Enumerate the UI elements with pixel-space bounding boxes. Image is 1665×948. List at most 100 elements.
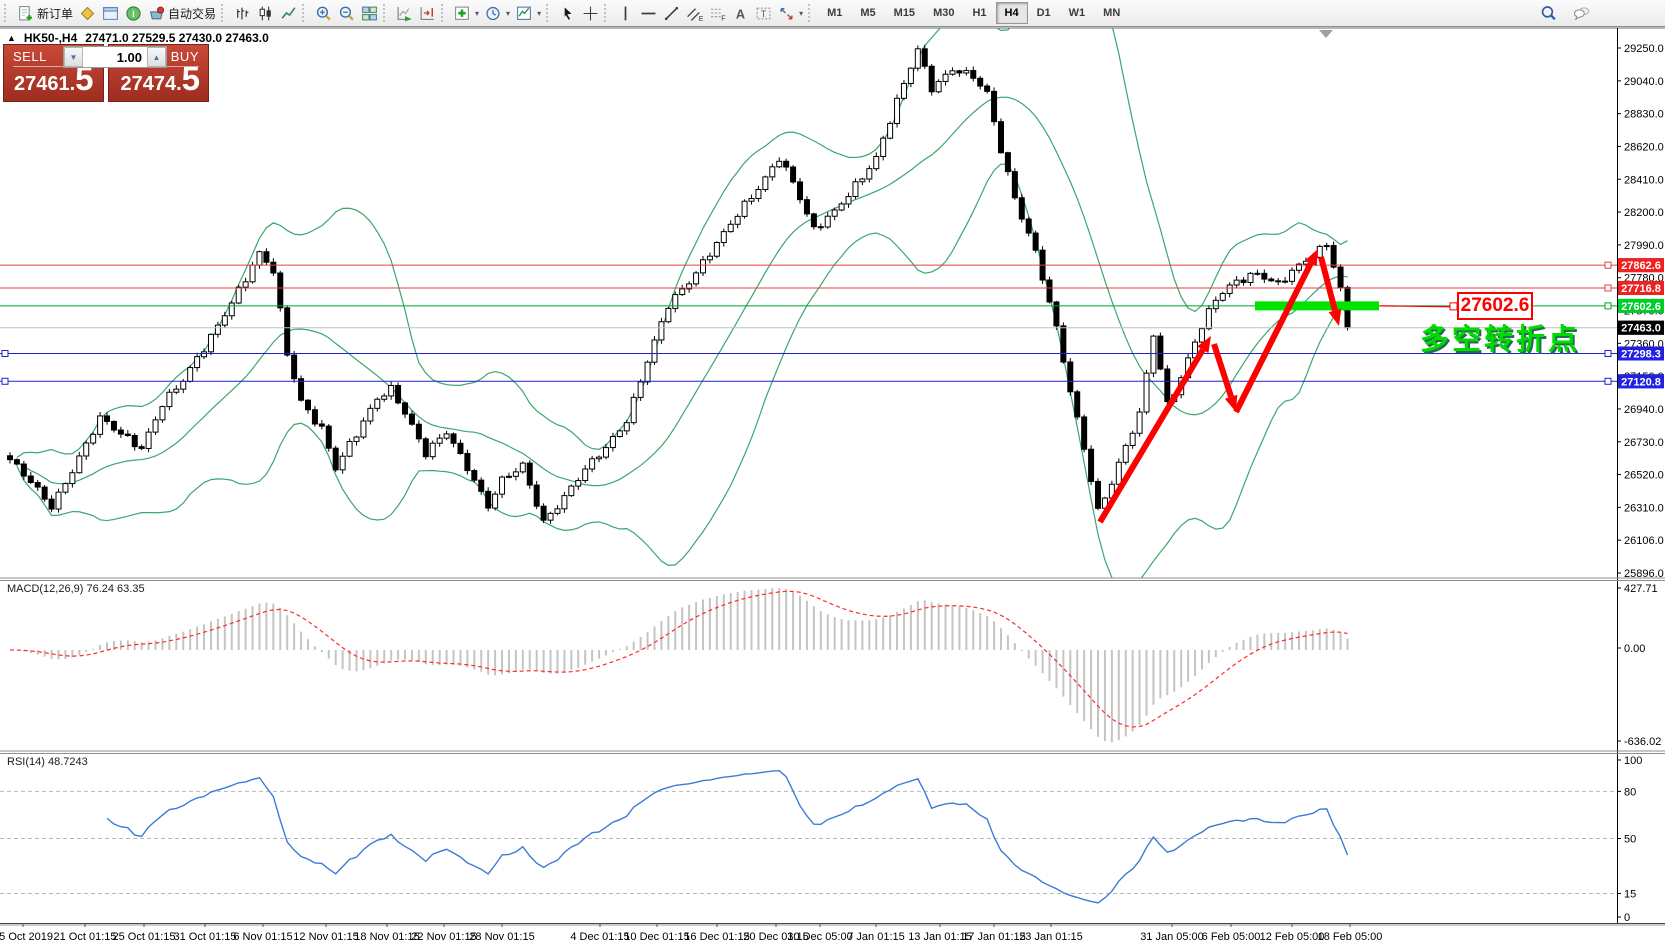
price-axis-tick-label: 28410.0 bbox=[1624, 174, 1664, 186]
cursor-icon bbox=[564, 5, 574, 21]
timeframe-d1-button[interactable]: D1 bbox=[1036, 7, 1051, 19]
toolbar-group-handle[interactable] bbox=[604, 4, 610, 22]
toolbar-group-handle[interactable] bbox=[302, 4, 308, 22]
tile-windows-button[interactable] bbox=[358, 0, 381, 26]
time-axis-label: 12 Feb 05:00 bbox=[1260, 931, 1325, 943]
chart-shift-marker-icon[interactable] bbox=[1319, 30, 1333, 38]
panel-splitter[interactable] bbox=[0, 750, 1665, 754]
price-axis-tick-label: 28830.0 bbox=[1624, 109, 1664, 121]
ohlc-values: 27471.0 27529.5 27430.0 27463.0 bbox=[85, 31, 269, 45]
time-axis-label: 31 Jan 05:00 bbox=[1140, 931, 1204, 943]
highlight-rectangle[interactable] bbox=[1255, 301, 1379, 311]
text-icon: A bbox=[736, 6, 745, 21]
chinese-annotation-text[interactable]: 多空转折点 bbox=[1420, 324, 1581, 356]
timeframe-w1-button[interactable]: W1 bbox=[1068, 7, 1086, 19]
terminal-icon bbox=[150, 6, 165, 19]
arrows-button[interactable]: ▾ bbox=[775, 0, 806, 26]
timeframe-m30-button[interactable]: M30 bbox=[933, 7, 955, 19]
chat-button[interactable] bbox=[1570, 0, 1593, 26]
auto-trading-button[interactable]: 自动交易 bbox=[145, 0, 219, 26]
svg-text:E: E bbox=[699, 15, 703, 21]
fibonacci-button[interactable]: F bbox=[706, 0, 729, 26]
rsi-line bbox=[106, 769, 1349, 904]
equidistant-channel-button[interactable]: E bbox=[683, 0, 706, 26]
new-order-button[interactable]: 新订单 bbox=[14, 0, 76, 26]
add-indicator-dropdown-arrow-icon[interactable]: ▾ bbox=[475, 8, 480, 18]
text-button[interactable]: A bbox=[729, 0, 752, 26]
trend-line-button[interactable] bbox=[660, 0, 683, 26]
sell-price-main: 27461. bbox=[14, 73, 76, 95]
svg-text:27298.3: 27298.3 bbox=[1621, 348, 1661, 360]
auto-scroll-button[interactable] bbox=[393, 0, 416, 26]
rsi-axis-label: 15 bbox=[1624, 888, 1636, 900]
svg-text:27602.6: 27602.6 bbox=[1621, 301, 1661, 313]
panel-splitter[interactable] bbox=[0, 577, 1665, 581]
volume-decrease-button[interactable]: ▼ bbox=[64, 47, 83, 67]
zoom-out-icon bbox=[339, 6, 354, 20]
periods-button[interactable]: ▾ bbox=[482, 0, 513, 26]
new-order-icon bbox=[19, 5, 32, 20]
macd-signal-line bbox=[9, 590, 1348, 728]
search-button[interactable] bbox=[1537, 0, 1560, 26]
text-label-button[interactable]: T bbox=[752, 0, 775, 26]
tile-windows-icon bbox=[362, 6, 377, 20]
market-watch-button[interactable] bbox=[76, 0, 99, 26]
cursor-button[interactable] bbox=[556, 0, 579, 26]
toolbar-group-handle[interactable] bbox=[546, 4, 552, 22]
toolbar-group-handle[interactable] bbox=[4, 4, 10, 22]
timeframe-m5-button[interactable]: M5 bbox=[860, 7, 876, 19]
volume-input[interactable] bbox=[83, 47, 147, 67]
data-window-button[interactable] bbox=[99, 0, 122, 26]
arrows-dropdown-arrow-icon[interactable]: ▾ bbox=[799, 8, 804, 18]
arrows-icon bbox=[780, 7, 793, 20]
toolbar-group-handle[interactable] bbox=[383, 4, 389, 22]
chart-shift-button[interactable] bbox=[416, 0, 439, 26]
timeframe-mn-button[interactable]: MN bbox=[1103, 7, 1121, 19]
price-axis-tick-label: 28200.0 bbox=[1624, 207, 1664, 219]
bars-chart-button[interactable] bbox=[231, 0, 254, 26]
rsi-axis-label: 100 bbox=[1624, 755, 1642, 767]
price-callout-label[interactable]: 27602.6 bbox=[1457, 292, 1533, 320]
trend-arrow-drawing[interactable] bbox=[1097, 249, 1342, 524]
auto-scroll-icon bbox=[397, 6, 412, 21]
templates-icon bbox=[517, 6, 531, 20]
timeframe-h1-button[interactable]: H1 bbox=[972, 7, 987, 19]
new-order-label: 新订单 bbox=[37, 6, 74, 21]
time-axis-label: 31 Oct 01:15 bbox=[174, 931, 237, 943]
templates-dropdown-arrow-icon[interactable]: ▾ bbox=[537, 8, 542, 18]
toolbar-group-handle[interactable] bbox=[221, 4, 227, 22]
svg-text:27716.8: 27716.8 bbox=[1621, 283, 1661, 295]
line-chart-button[interactable] bbox=[277, 0, 300, 26]
toolbar-group-handle[interactable] bbox=[808, 4, 814, 22]
toolbar: 新订单 i 自动交易 ▾ ▾ ▾ E F A T ▾ M1 M5 M15 M30 H1 H4 D1 W1 MN bbox=[0, 0, 1665, 27]
svg-text:27120.8: 27120.8 bbox=[1621, 376, 1661, 388]
timeframe-h4-button[interactable]: H4 bbox=[995, 2, 1028, 24]
navigator-button[interactable]: i bbox=[122, 0, 145, 26]
templates-button[interactable]: ▾ bbox=[513, 0, 544, 26]
price-axis-tick-label: 25896.0 bbox=[1624, 568, 1664, 580]
timeframe-m1-button[interactable]: M1 bbox=[827, 7, 843, 19]
collapse-panel-icon[interactable]: ▲ bbox=[7, 33, 16, 43]
vertical-line-button[interactable] bbox=[614, 0, 637, 26]
buy-price-big: 5 bbox=[181, 60, 200, 97]
one-click-trading-panel: SELL 27461.5 BUY 27474.5 ▼ ▲ bbox=[3, 44, 209, 104]
toolbar-right-icons bbox=[1537, 0, 1593, 26]
time-axis-label: 16 Dec 01:15 bbox=[684, 931, 749, 943]
candles-chart-button[interactable] bbox=[254, 0, 277, 26]
add-indicator-icon bbox=[455, 6, 469, 20]
zoom-in-button[interactable] bbox=[312, 0, 335, 26]
periods-dropdown-arrow-icon[interactable]: ▾ bbox=[506, 8, 511, 18]
toolbar-group-handle[interactable] bbox=[441, 4, 447, 22]
volume-increase-button[interactable]: ▲ bbox=[147, 47, 166, 67]
timeframe-m15-button[interactable]: M15 bbox=[893, 7, 916, 19]
equidistant-channel-icon: E bbox=[687, 7, 703, 22]
zoom-out-button[interactable] bbox=[335, 0, 358, 26]
time-axis-label: 6 Nov 01:15 bbox=[233, 931, 292, 943]
crosshair-button[interactable] bbox=[579, 0, 602, 26]
horizontal-line-button[interactable] bbox=[637, 0, 660, 26]
rsi-indicator-label: RSI(14) 48.7243 bbox=[7, 756, 88, 768]
add-indicator-button[interactable]: ▾ bbox=[451, 0, 482, 26]
